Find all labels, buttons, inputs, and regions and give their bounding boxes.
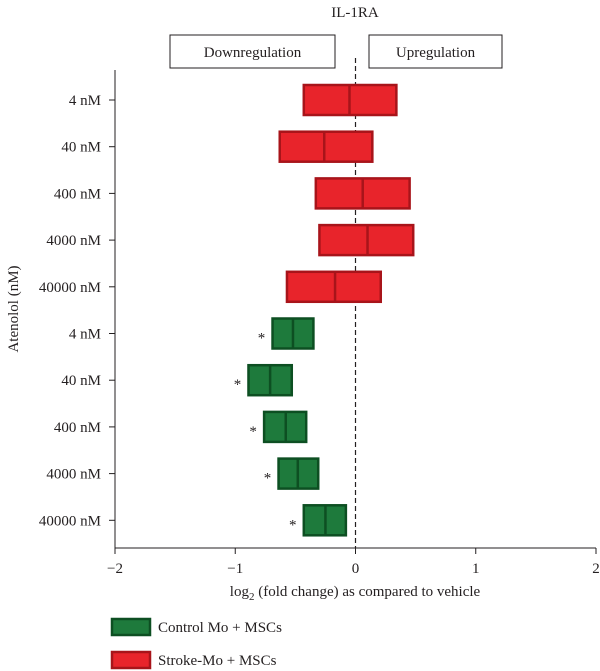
- chart-title: IL-1RA: [331, 5, 379, 21]
- significance-marker: *: [234, 377, 242, 393]
- legend-item-stroke: Stroke-Mo + MSCs: [110, 650, 277, 670]
- y-tick-label: 400 nM: [54, 186, 101, 202]
- legend-label-control: Control Mo + MSCs: [158, 620, 282, 636]
- legend-swatch-control: [110, 617, 152, 637]
- significance-marker: *: [258, 331, 266, 347]
- upregulation-box: Upregulation: [368, 34, 503, 69]
- bar-group: [314, 177, 411, 210]
- bar-group: [278, 130, 374, 163]
- legend-swatch-stroke: [110, 650, 152, 670]
- bar-group: *: [289, 504, 348, 537]
- x-axis-title-rest: (fold change) as compared to vehicle: [254, 584, 480, 600]
- legend-label-stroke: Stroke-Mo + MSCs: [158, 653, 277, 669]
- y-tick-label: 40000 nM: [39, 280, 101, 296]
- axes: −2 −1 0 1 2 4 nM 40 nM 400 nM 4000 nM 40000 nM 4 n…: [39, 58, 600, 577]
- y-tick-label: 4000 nM: [46, 233, 101, 249]
- significance-marker: *: [264, 471, 272, 487]
- significance-marker: *: [289, 517, 297, 533]
- x-tick-label: −1: [227, 561, 243, 577]
- y-axis-title: Atenolol (nM): [6, 265, 22, 352]
- x-tick-label: 1: [472, 561, 480, 577]
- y-tick-label: 4000 nM: [46, 467, 101, 483]
- x-axis-title: log2 (fold change) as compared to vehicl…: [230, 584, 481, 603]
- x-axis-title-subscript: 2: [249, 591, 255, 603]
- upregulation-label: Upregulation: [396, 45, 476, 61]
- y-tick-label: 40 nM: [61, 140, 101, 156]
- bars: * * * * *: [234, 83, 415, 537]
- bar-group: [285, 270, 383, 304]
- y-tick-label: 4 nM: [69, 93, 101, 109]
- y-tick-label: 40000 nM: [39, 513, 101, 529]
- x-axis-title-log: log: [230, 584, 250, 600]
- x-tick-label: −2: [107, 561, 123, 577]
- x-tick-label: 0: [352, 561, 360, 577]
- legend: Control Mo + MSCs Stroke-Mo + MSCs: [110, 617, 282, 670]
- bar-group: *: [264, 457, 320, 490]
- x-tick-label: 2: [592, 561, 600, 577]
- y-tick-label: 40 nM: [61, 373, 101, 389]
- y-tick-label: 4 nM: [69, 327, 101, 343]
- y-tick-label: 400 nM: [54, 420, 101, 436]
- downregulation-box: Downregulation: [169, 34, 336, 69]
- legend-item-control: Control Mo + MSCs: [110, 617, 282, 637]
- bar-group: [302, 83, 398, 117]
- downregulation-label: Downregulation: [204, 45, 302, 61]
- bar: [278, 130, 374, 163]
- bar-group: *: [234, 363, 294, 397]
- bar-group: *: [249, 410, 308, 444]
- significance-marker: *: [249, 424, 257, 440]
- bar-group: [318, 223, 415, 257]
- bar-group: *: [258, 317, 315, 350]
